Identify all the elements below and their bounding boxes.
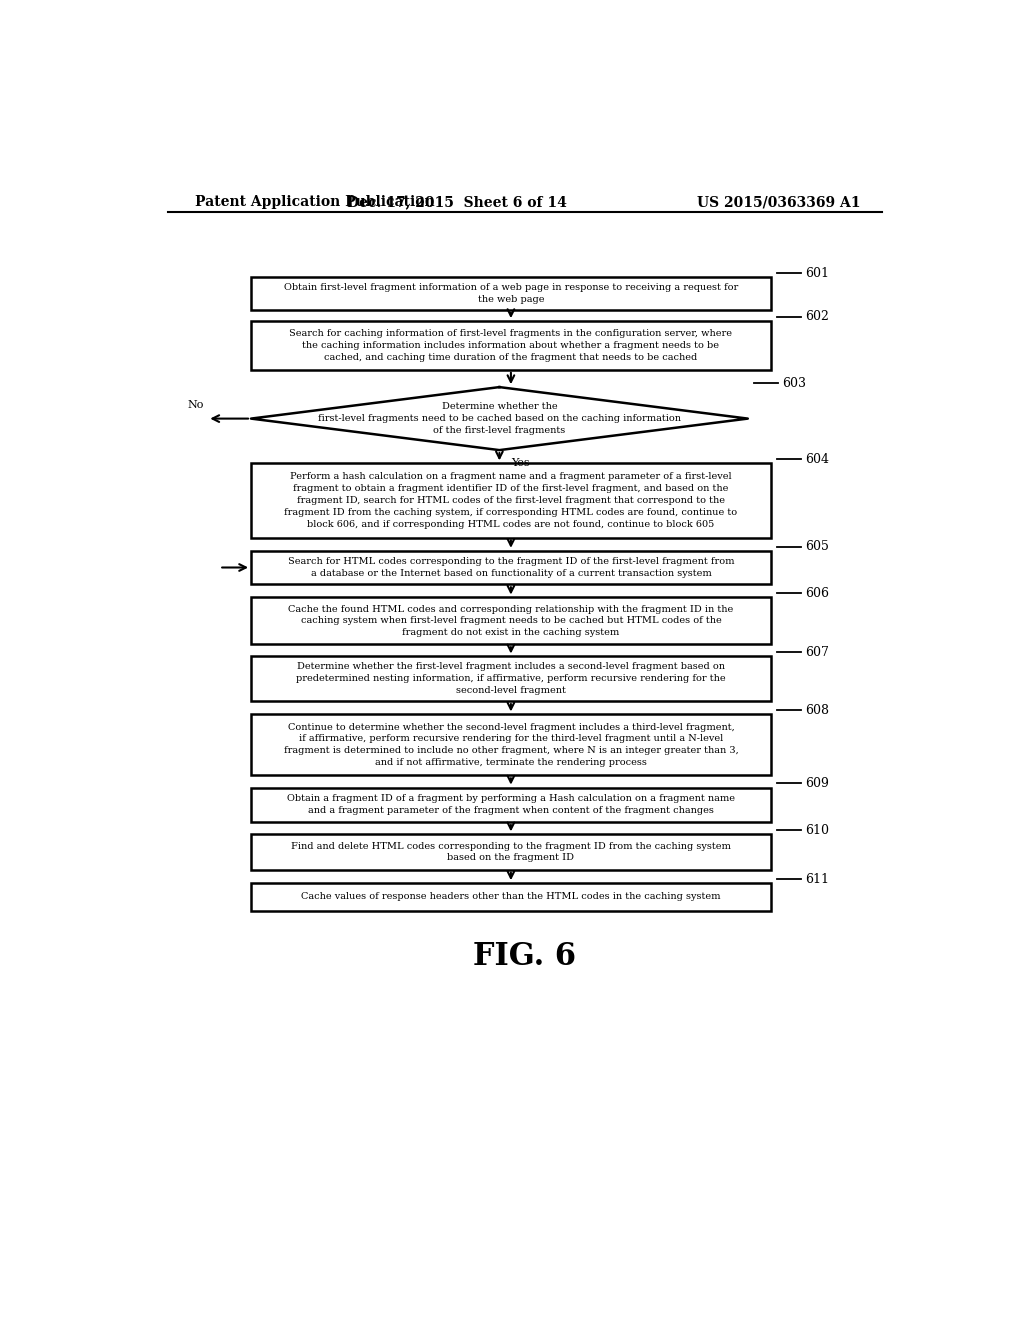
Text: Perform a hash calculation on a fragment name and a fragment parameter of a firs: Perform a hash calculation on a fragment…: [285, 473, 737, 528]
Text: Patent Application Publication: Patent Application Publication: [196, 195, 435, 209]
Bar: [251, 834, 771, 870]
Bar: [251, 598, 771, 644]
Text: 601: 601: [805, 267, 829, 280]
Text: Find and delete HTML codes corresponding to the fragment ID from the caching sys: Find and delete HTML codes corresponding…: [291, 842, 731, 862]
Text: 607: 607: [805, 645, 828, 659]
Text: Determine whether the
first-level fragments need to be cached based on the cachi: Determine whether the first-level fragme…: [317, 403, 681, 434]
Bar: [251, 656, 771, 701]
Bar: [251, 463, 771, 537]
Text: Obtain a fragment ID of a fragment by performing a Hash calculation on a fragmen: Obtain a fragment ID of a fragment by pe…: [287, 795, 735, 816]
Text: Determine whether the first-level fragment includes a second-level fragment base: Determine whether the first-level fragme…: [296, 663, 726, 696]
Text: 604: 604: [805, 453, 829, 466]
Text: Search for HTML codes corresponding to the fragment ID of the first-level fragme: Search for HTML codes corresponding to t…: [288, 557, 734, 578]
Text: 606: 606: [805, 587, 829, 599]
Text: Cache the found HTML codes and corresponding relationship with the fragment ID i: Cache the found HTML codes and correspon…: [289, 605, 733, 638]
Text: 609: 609: [805, 777, 828, 789]
Text: Obtain first-level fragment information of a web page in response to receiving a: Obtain first-level fragment information …: [284, 284, 738, 304]
Text: Cache values of response headers other than the HTML codes in the caching system: Cache values of response headers other t…: [301, 892, 721, 902]
Text: Dec. 17, 2015  Sheet 6 of 14: Dec. 17, 2015 Sheet 6 of 14: [347, 195, 567, 209]
Text: No: No: [187, 400, 204, 411]
Text: 603: 603: [782, 376, 806, 389]
Text: 611: 611: [805, 873, 829, 886]
Polygon shape: [251, 387, 748, 450]
Text: 608: 608: [805, 704, 829, 717]
Bar: [251, 788, 771, 822]
Text: Yes: Yes: [511, 458, 530, 469]
Text: Continue to determine whether the second-level fragment includes a third-level f: Continue to determine whether the second…: [284, 722, 738, 767]
Text: 605: 605: [805, 540, 828, 553]
Bar: [251, 550, 771, 585]
Bar: [251, 277, 771, 310]
Text: Search for caching information of first-level fragments in the configuration ser: Search for caching information of first-…: [290, 329, 732, 362]
Text: 610: 610: [805, 824, 829, 837]
Bar: [251, 714, 771, 775]
Bar: [251, 883, 771, 911]
Text: FIG. 6: FIG. 6: [473, 941, 577, 972]
Text: 602: 602: [805, 310, 828, 323]
Bar: [251, 321, 771, 370]
Text: US 2015/0363369 A1: US 2015/0363369 A1: [697, 195, 860, 209]
